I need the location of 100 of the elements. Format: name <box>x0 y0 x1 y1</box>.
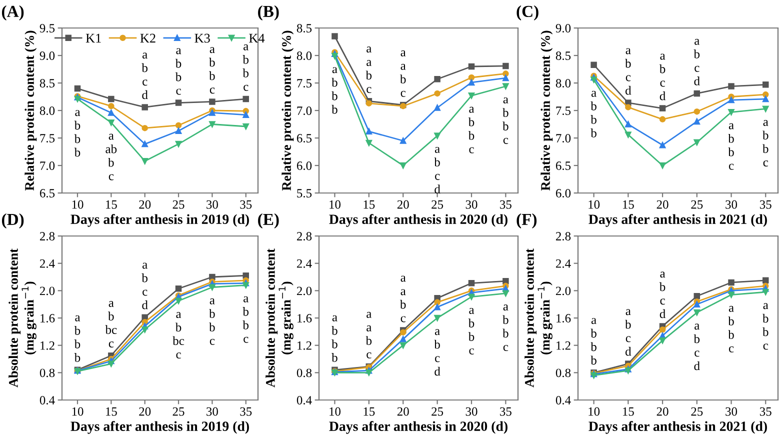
y-tick-label: 0.8 <box>556 368 571 378</box>
y-tick-label: 8.0 <box>40 106 55 116</box>
annotation: a b b c <box>209 298 215 345</box>
x-axis-title: Days after anthesis in 2020 (d) <box>329 421 508 434</box>
x-tick-label: 35 <box>760 200 772 209</box>
x-tick-label: 10 <box>588 407 600 416</box>
x-tick-label: 15 <box>106 407 117 416</box>
x-tick-label: 35 <box>240 200 252 209</box>
x-tick-label: 30 <box>466 407 478 416</box>
x-tick-label: 30 <box>466 200 478 209</box>
x-tick-label: 20 <box>139 407 151 416</box>
chart-title: (A) <box>2 5 24 20</box>
y-tick-label: 8.0 <box>556 79 571 88</box>
y-tick-label: 9.0 <box>556 24 571 33</box>
annotation: a b c d <box>659 272 666 318</box>
x-tick-label: 15 <box>364 200 375 209</box>
y-tick-label: 2.8 <box>556 232 571 241</box>
y-tick-label: 9.5 <box>40 24 55 33</box>
x-tick-label: 10 <box>72 200 84 209</box>
x-tick-label: 25 <box>172 407 184 416</box>
y-tick-label: 2.8 <box>296 232 312 241</box>
chart-title: (F) <box>516 213 537 228</box>
y-tick-label: 7.5 <box>556 106 571 116</box>
y-tick-label: 7.0 <box>297 106 312 116</box>
chart-title: (B) <box>258 5 279 20</box>
x-tick-label: 25 <box>432 407 444 416</box>
legend-label: K2 <box>140 34 156 43</box>
y-tick-label: 9.0 <box>40 52 55 60</box>
annotation: a b b c <box>175 48 182 95</box>
y-tick-label: 2.4 <box>40 259 55 268</box>
y-tick-label: 2.0 <box>40 286 55 296</box>
legend-label: K4 <box>249 34 265 43</box>
x-tick-label: 10 <box>72 407 84 416</box>
annotation: a a b c <box>366 46 372 94</box>
y-tick-label: 6.5 <box>556 162 571 170</box>
x-tick-label: 10 <box>330 200 340 209</box>
annotation: a b c d <box>434 146 440 194</box>
x-tick-label: 30 <box>726 200 738 209</box>
annotation: a b b b <box>590 90 596 138</box>
x-tick-label: 25 <box>432 200 444 209</box>
annotation: a b b c <box>242 44 249 91</box>
y-tick-label: 1.6 <box>556 314 571 323</box>
legend-label: K1 <box>86 34 101 43</box>
annotation: a b b b <box>332 67 338 114</box>
y-tick-label: 7.0 <box>40 162 55 170</box>
annotation: a b b b <box>74 110 80 157</box>
x-tick-label: 10 <box>330 407 340 416</box>
annotation: a b c d <box>694 38 700 86</box>
x-tick-label: 10 <box>588 200 600 209</box>
y-tick-label: 2.0 <box>556 286 571 296</box>
annotation: a b b c <box>502 97 508 144</box>
annotation: a b b c <box>728 306 734 352</box>
chart-title: (E) <box>258 213 279 228</box>
x-tick-label: 35 <box>240 407 252 416</box>
chart-title: (C) <box>516 5 538 20</box>
y-tick-label: 1.6 <box>298 314 312 323</box>
y-tick-label: 2.4 <box>296 259 312 268</box>
x-axis-title: Days after anthesis in 2019 (d) <box>70 421 249 434</box>
annotation: a b b c <box>502 304 508 352</box>
annotation: a a b c <box>400 276 406 322</box>
x-tick-label: 20 <box>656 407 668 416</box>
annotation: a b b c <box>762 303 768 350</box>
x-tick-label: 35 <box>500 200 512 209</box>
annotation: a ab b c <box>106 134 117 180</box>
y-tick-label: 0.8 <box>296 368 312 378</box>
annotation: a b bc c <box>105 300 117 348</box>
x-tick-label: 30 <box>206 407 218 416</box>
x-tick-label: 25 <box>691 200 703 209</box>
y-tick-label: 5.5 <box>297 189 312 198</box>
annotation: a b b b <box>590 318 596 365</box>
y-tick-label: 0.4 <box>40 396 55 405</box>
x-tick-label: 30 <box>726 407 738 416</box>
y-axis-title: Relative protein content (%) <box>24 30 37 191</box>
y-axis-title: Absolute protein content (mg grain$^{−1}$) <box>266 248 294 388</box>
y-tick-label: 1.6 <box>40 314 55 323</box>
y-tick-label: 8.5 <box>296 24 312 33</box>
x-tick-label: 15 <box>106 200 117 209</box>
y-tick-label: 6.0 <box>296 162 312 170</box>
annotation: a b c d <box>142 52 148 100</box>
y-axis-title: Absolute protein content (mg grain$^{−1}$) <box>524 248 552 388</box>
x-axis-title: Days after anthesis in 2021 (d) <box>588 214 767 227</box>
annotation: a b c d <box>625 309 632 356</box>
y-tick-label: 2.0 <box>296 286 312 296</box>
annotation: a b b c <box>209 47 215 94</box>
y-tick-label: 7.0 <box>556 134 571 143</box>
x-tick-label: 20 <box>397 407 409 416</box>
legend-label: K3 <box>194 34 210 43</box>
y-axis-title: Relative protein content (%) <box>540 30 553 191</box>
annotation: a b b c <box>468 106 474 154</box>
y-tick-label: 8.5 <box>40 79 55 88</box>
y-axis-title: Absolute protein content (mg grain$^{−1}$) <box>8 248 36 388</box>
y-tick-label: 1.2 <box>298 341 312 350</box>
y-tick-label: 7.5 <box>40 134 55 143</box>
annotation: a b b c <box>468 308 474 354</box>
annotation: a b b c <box>728 123 734 170</box>
y-tick-label: 0.4 <box>296 396 312 405</box>
annotation: a b b c <box>762 120 768 166</box>
y-tick-label: 8.5 <box>556 52 571 60</box>
x-tick-label: 20 <box>139 200 151 209</box>
x-tick-label: 15 <box>623 200 634 209</box>
